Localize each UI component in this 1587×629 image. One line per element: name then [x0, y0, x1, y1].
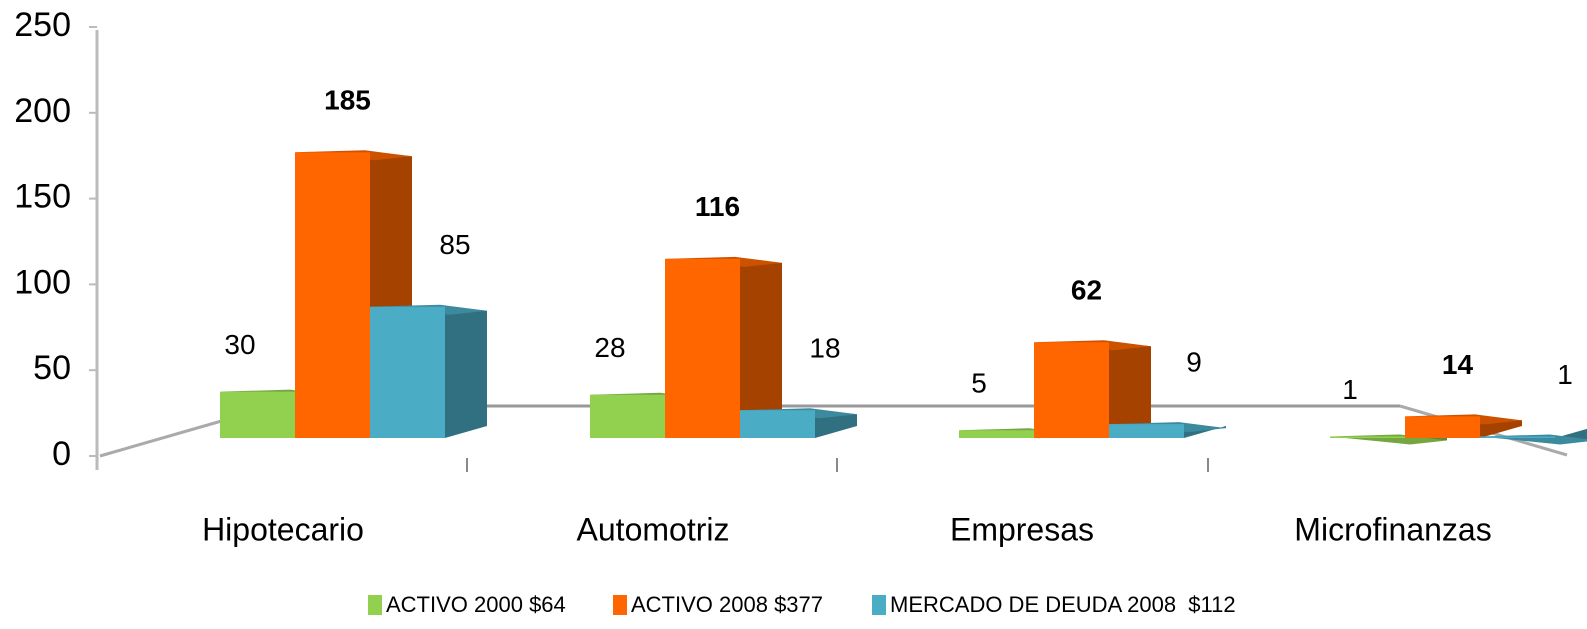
value-label: 14 — [1442, 349, 1474, 380]
x-tick-label: Hipotecario — [202, 511, 364, 547]
legend-swatch — [368, 595, 382, 615]
x-tick-label: Microfinanzas — [1294, 511, 1491, 547]
bar — [1330, 436, 1405, 438]
legend-label: ACTIVO 2000 $64 — [386, 592, 566, 617]
bar — [959, 430, 1034, 438]
value-label: 30 — [224, 329, 255, 360]
bar — [1405, 416, 1480, 438]
y-tick-label: 0 — [52, 435, 71, 473]
value-label: 185 — [324, 85, 371, 116]
value-label: 5 — [971, 368, 987, 399]
legend-label: MERCADO DE DEUDA 2008 $112 — [890, 592, 1236, 617]
value-label: 1 — [1557, 359, 1573, 390]
y-tick-label: 100 — [14, 263, 71, 301]
bar-side — [740, 258, 782, 438]
x-tick-label: Empresas — [950, 511, 1094, 547]
y-tick-label: 200 — [14, 92, 71, 130]
bar — [220, 391, 295, 438]
bar — [1109, 424, 1184, 438]
x-tick-label: Automotriz — [577, 511, 730, 547]
y-tick-label: 250 — [14, 6, 71, 44]
y-tick-label: 50 — [33, 349, 71, 387]
value-label: 18 — [809, 333, 840, 364]
floor-edge-left — [99, 418, 226, 458]
bar — [590, 394, 665, 438]
bar-side — [445, 306, 487, 438]
bar — [665, 258, 740, 438]
value-label: 62 — [1071, 275, 1102, 306]
value-label: 28 — [594, 332, 625, 363]
bar — [295, 152, 370, 438]
bar — [740, 410, 815, 438]
bar — [1480, 436, 1555, 438]
legend-swatch — [872, 595, 886, 615]
bar — [370, 306, 445, 438]
legend-swatch — [613, 595, 627, 615]
bar — [1034, 342, 1109, 438]
value-label: 116 — [695, 191, 740, 222]
value-label: 85 — [439, 229, 470, 260]
legend-label: ACTIVO 2008 $377 — [631, 592, 823, 617]
value-label: 9 — [1186, 346, 1202, 377]
bar-side — [1109, 342, 1151, 438]
y-tick-label: 150 — [14, 178, 71, 216]
value-label: 1 — [1342, 374, 1358, 405]
